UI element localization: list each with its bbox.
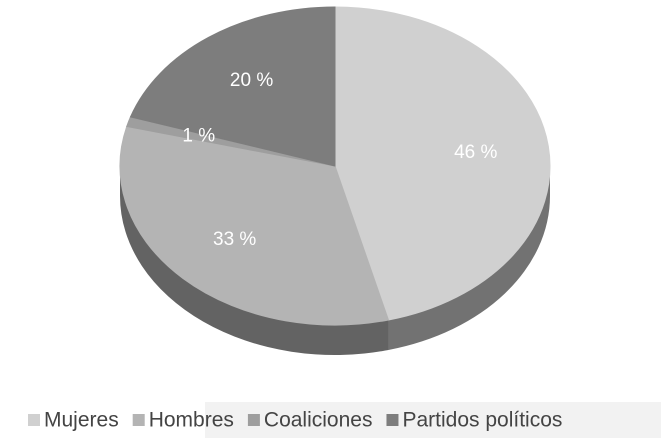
slice bbox=[334, 6, 551, 321]
slice bbox=[129, 6, 336, 167]
data-label: 46 % bbox=[454, 142, 497, 163]
legend-swatch bbox=[386, 414, 399, 426]
data-label: 33 % bbox=[213, 229, 256, 250]
slice-side bbox=[388, 166, 550, 351]
legend-background bbox=[205, 402, 661, 438]
data-label: 20 % bbox=[230, 70, 273, 91]
legend-label: Hombres bbox=[149, 409, 234, 432]
legend-label: Mujeres bbox=[44, 409, 119, 432]
legend-label: Coaliciones bbox=[264, 409, 373, 432]
slice bbox=[119, 125, 390, 326]
legend-swatch bbox=[247, 414, 260, 426]
legend-swatch bbox=[28, 414, 40, 426]
slice-side bbox=[120, 166, 389, 355]
data-label: 1 % bbox=[182, 126, 215, 147]
legend-label: Partidos políticos bbox=[402, 409, 562, 432]
legend-swatch bbox=[132, 414, 145, 426]
